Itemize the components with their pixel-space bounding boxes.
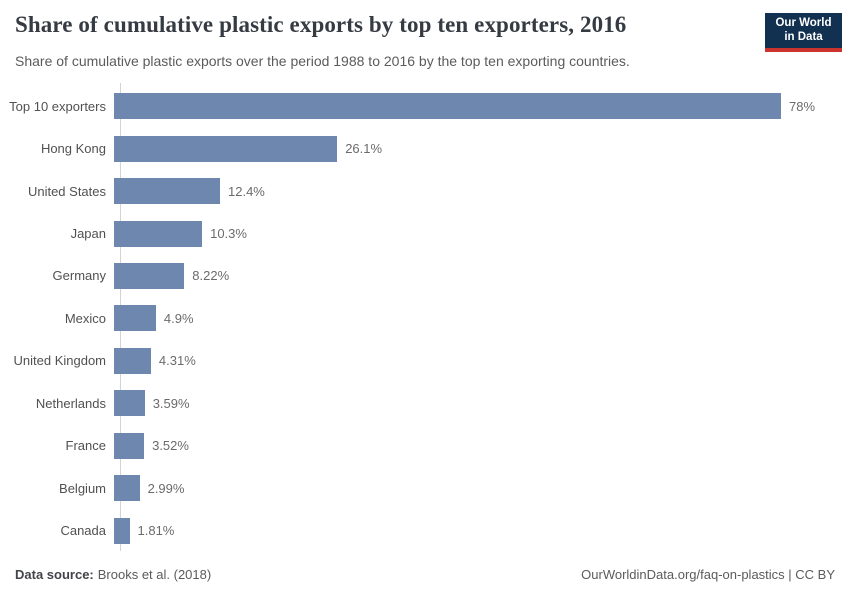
value-label: 78% [789, 98, 816, 114]
bar-row: France 3.52% [0, 425, 850, 467]
value-label: 12.4% [228, 183, 265, 199]
bar-area: 8.22% [113, 255, 850, 297]
bar-row: Germany 8.22% [0, 255, 850, 297]
value-label: 10.3% [210, 226, 247, 242]
category-label: Netherlands [35, 395, 106, 411]
value-label: 3.59% [152, 395, 190, 411]
category-label: United States [27, 183, 106, 199]
bar-area: 1.81% [113, 509, 850, 551]
data-source-label: Data source: [15, 567, 94, 582]
bar-area: 10.3% [113, 212, 850, 254]
chart-title: Share of cumulative plastic exports by t… [15, 12, 627, 37]
bar[interactable] [114, 475, 140, 502]
category-label: Hong Kong [40, 141, 106, 157]
value-label: 26.1% [345, 141, 383, 157]
bar-row: United States 12.4% [0, 170, 850, 212]
category-label: United Kingdom [13, 353, 107, 369]
bar-area: 2.99% [113, 467, 850, 509]
bar-area: 4.31% [113, 340, 850, 382]
bar-row: Netherlands 3.59% [0, 382, 850, 424]
bar[interactable] [114, 390, 145, 417]
bar-row: Mexico 4.9% [0, 297, 850, 339]
bar-chart: Top 10 exporters 78% Hong Kong 26.1% United … [0, 85, 850, 552]
bar-area: 26.1% [113, 127, 850, 169]
bar[interactable] [114, 517, 130, 544]
bar[interactable] [114, 432, 145, 459]
chart-subtitle: Share of cumulative plastic exports over… [15, 53, 630, 69]
value-label: 2.99% [147, 480, 185, 496]
bar-row: United Kingdom 4.31% [0, 340, 850, 382]
value-label: 4.31% [158, 353, 196, 369]
category-label: Canada [60, 523, 106, 539]
category-label: Belgium [59, 480, 106, 496]
bar[interactable] [114, 305, 156, 332]
category-label: Top 10 exporters [9, 98, 106, 114]
owid-logo-line1: Our World [775, 17, 832, 29]
bar-row: Japan 10.3% [0, 212, 850, 254]
category-label: France [65, 438, 106, 454]
value-label: 4.9% [163, 310, 194, 326]
category-label: Mexico [64, 310, 106, 326]
bar-area: 4.9% [113, 297, 850, 339]
bar[interactable] [114, 220, 203, 247]
bar-row: Top 10 exporters 78% [0, 85, 850, 127]
owid-logo-line2: in Data [784, 30, 823, 43]
bar-row: Canada 1.81% [0, 509, 850, 551]
bar[interactable] [114, 135, 338, 162]
category-label: Japan [70, 226, 106, 242]
bar-row: Hong Kong 26.1% [0, 127, 850, 169]
value-label: 3.52% [152, 438, 189, 454]
owid-logo[interactable]: Our World in Data [765, 13, 842, 52]
data-source-value: Brooks et al. (2018) [97, 567, 212, 582]
bar-area: 12.4% [113, 170, 850, 212]
bar-row: Belgium 2.99% [0, 467, 850, 509]
value-label: 8.22% [192, 268, 230, 284]
data-source-note: Data source: Brooks et al. (2018) [15, 567, 211, 582]
value-label: 1.81% [137, 523, 175, 539]
bar-area: 78% [113, 85, 850, 127]
bar-area: 3.59% [113, 382, 850, 424]
bar[interactable] [114, 347, 151, 374]
bar-area: 3.52% [113, 425, 850, 467]
bar-chart-rows: Top 10 exporters 78% Hong Kong 26.1% United … [0, 85, 850, 552]
bar[interactable] [114, 93, 781, 120]
bar[interactable] [114, 178, 220, 205]
credit-link[interactable]: OurWorldinData.org/faq-on-plastics | CC … [581, 567, 835, 582]
bar[interactable] [114, 262, 185, 289]
category-label: Germany [52, 268, 106, 284]
chart-footer: Data source: Brooks et al. (2018) OurWorl… [15, 567, 835, 582]
